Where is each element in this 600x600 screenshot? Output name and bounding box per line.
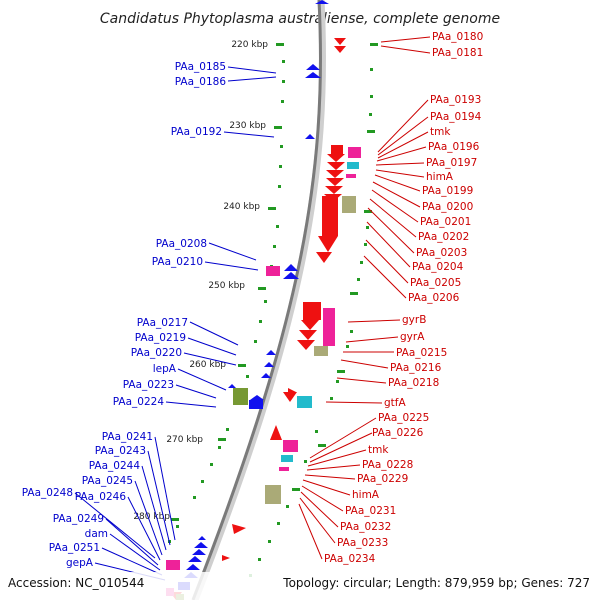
gene-label: himA	[352, 489, 380, 501]
gene-label: gyrB	[402, 314, 426, 326]
forward-gene-glyphs	[170, 38, 346, 600]
gene-label: PAa_0192	[171, 126, 222, 138]
gene-label: PAa_0224	[113, 396, 165, 408]
gene-label: PAa_0243	[95, 445, 146, 457]
gene-label: PAa_0223	[123, 379, 174, 391]
gene-label: PAa_0217	[137, 317, 188, 329]
gene-label: gepA	[66, 557, 94, 569]
gene-label: PAa_0197	[426, 157, 477, 169]
forward-label-group	[298, 36, 431, 560]
gene-label: PAa_0202	[418, 231, 469, 243]
accession-text: Accession: NC_010544	[8, 576, 144, 590]
scale-label-240: 240 kbp	[223, 202, 260, 212]
gene-label: PAa_0228	[362, 459, 413, 471]
scale-label-220: 220 kbp	[231, 40, 268, 50]
gene-label: PAa_0249	[53, 513, 104, 525]
gene-label: PAa_0231	[345, 505, 396, 517]
scale-label-270: 270 kbp	[166, 435, 203, 445]
reverse-gene-labels: PAa_0185 PAa_0186 PAa_0192 PAa_0208 PAa_…	[22, 61, 227, 569]
gene-label: PAa_0246	[75, 491, 127, 503]
gene-label: PAa_0181	[432, 47, 483, 59]
scale-label-280: 280 kbp	[133, 512, 170, 522]
gene-label: PAa_0226	[372, 427, 424, 439]
gene-label: PAa_0204	[412, 261, 464, 273]
gene-label: PAa_0206	[408, 292, 460, 304]
gene-label: PAa_0232	[340, 521, 391, 533]
gene-label: PAa_0180	[432, 31, 483, 43]
gene-label: gyrA	[400, 331, 425, 343]
gene-label: PAa_0229	[357, 473, 408, 485]
gene-label: PAa_0193	[430, 94, 481, 106]
gene-label: PAa_0251	[49, 542, 100, 554]
gene-label: PAa_0244	[89, 460, 141, 472]
gene-label: PAa_0201	[420, 216, 471, 228]
major-tick-marks	[171, 43, 378, 521]
gene-label: PAa_0194	[430, 111, 482, 123]
genome-summary-text: Topology: circular; Length: 879,959 bp; …	[282, 576, 590, 590]
footer-backdrop	[0, 572, 600, 600]
genome-backbone-shadow	[191, 0, 326, 600]
gene-label: PAa_0220	[131, 347, 182, 359]
forward-gene-labels: PAa_0180 PAa_0181 PAa_0193 PAa_0194 tmk …	[324, 31, 483, 565]
gene-label: gtfA	[384, 397, 406, 409]
gene-label: lepA	[153, 363, 177, 375]
gene-label: tmk	[430, 126, 451, 138]
gene-label: PAa_0205	[410, 277, 461, 289]
gene-label: PAa_0219	[135, 332, 186, 344]
gene-label: PAa_0233	[337, 537, 388, 549]
gene-label: PAa_0234	[324, 553, 376, 565]
gene-label: PAa_0196	[428, 141, 480, 153]
gene-label: PAa_0203	[416, 247, 467, 259]
gene-label: PAa_0186	[175, 76, 227, 88]
scale-label-230: 230 kbp	[229, 121, 266, 131]
gene-label: tmk	[368, 444, 389, 456]
gene-label: PAa_0218	[388, 377, 439, 389]
gene-label: PAa_0210	[152, 256, 203, 268]
gene-label: PAa_0185	[175, 61, 226, 73]
gene-label: PAa_0208	[156, 238, 207, 250]
genome-backbone	[191, 0, 322, 600]
gene-label: PAa_0215	[396, 347, 447, 359]
scale-label-260: 260 kbp	[189, 360, 226, 370]
scale-label-250: 250 kbp	[208, 281, 245, 291]
reverse-gene-glyphs	[178, 0, 329, 590]
map-title: Candidatus Phytoplasma australiense, com…	[100, 11, 500, 27]
gene-label: PAa_0241	[102, 431, 153, 443]
gene-label: PAa_0225	[378, 412, 429, 424]
gene-label: PAa_0248	[22, 487, 73, 499]
gene-label: PAa_0245	[82, 475, 133, 487]
rna-feature-boxes	[166, 147, 361, 600]
gene-label: PAa_0216	[390, 362, 442, 374]
gene-label: PAa_0200	[422, 201, 473, 213]
gene-label: himA	[426, 171, 454, 183]
gene-label: PAa_0199	[422, 185, 473, 197]
gene-label: dam	[85, 528, 108, 540]
